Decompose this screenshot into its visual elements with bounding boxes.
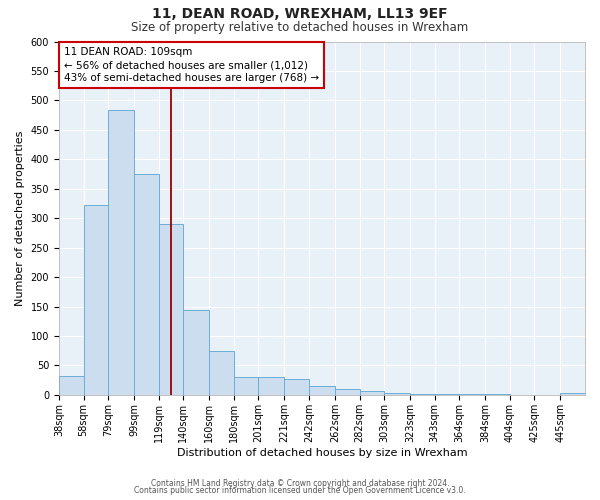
Bar (560, 393, 585, 395)
Text: Size of property relative to detached houses in Wrexham: Size of property relative to detached ho… (131, 21, 469, 34)
Bar (259, 378, 284, 395)
Bar (108, 110, 134, 395)
X-axis label: Distribution of detached houses by size in Wrexham: Distribution of detached houses by size … (176, 448, 467, 458)
Bar (184, 310, 209, 395)
Text: 11, DEAN ROAD, WREXHAM, LL13 9EF: 11, DEAN ROAD, WREXHAM, LL13 9EF (152, 8, 448, 22)
Text: Contains public sector information licensed under the Open Government Licence v3: Contains public sector information licen… (134, 486, 466, 495)
Bar (335, 389, 359, 395)
Bar (309, 386, 335, 395)
Bar (485, 394, 510, 395)
Text: 11 DEAN ROAD: 109sqm
← 56% of detached houses are smaller (1,012)
43% of semi-de: 11 DEAN ROAD: 109sqm ← 56% of detached h… (64, 47, 319, 83)
Bar (59, 376, 83, 395)
Bar (460, 394, 485, 395)
Bar (134, 174, 159, 395)
Bar (234, 376, 259, 395)
Bar (159, 224, 184, 395)
Bar (384, 393, 410, 395)
Text: Contains HM Land Registry data © Crown copyright and database right 2024.: Contains HM Land Registry data © Crown c… (151, 478, 449, 488)
Y-axis label: Number of detached properties: Number of detached properties (15, 130, 25, 306)
Bar (359, 391, 384, 395)
Bar (410, 394, 434, 395)
Bar (83, 206, 108, 395)
Bar (434, 394, 460, 395)
Bar (284, 379, 309, 395)
Bar (209, 351, 234, 395)
